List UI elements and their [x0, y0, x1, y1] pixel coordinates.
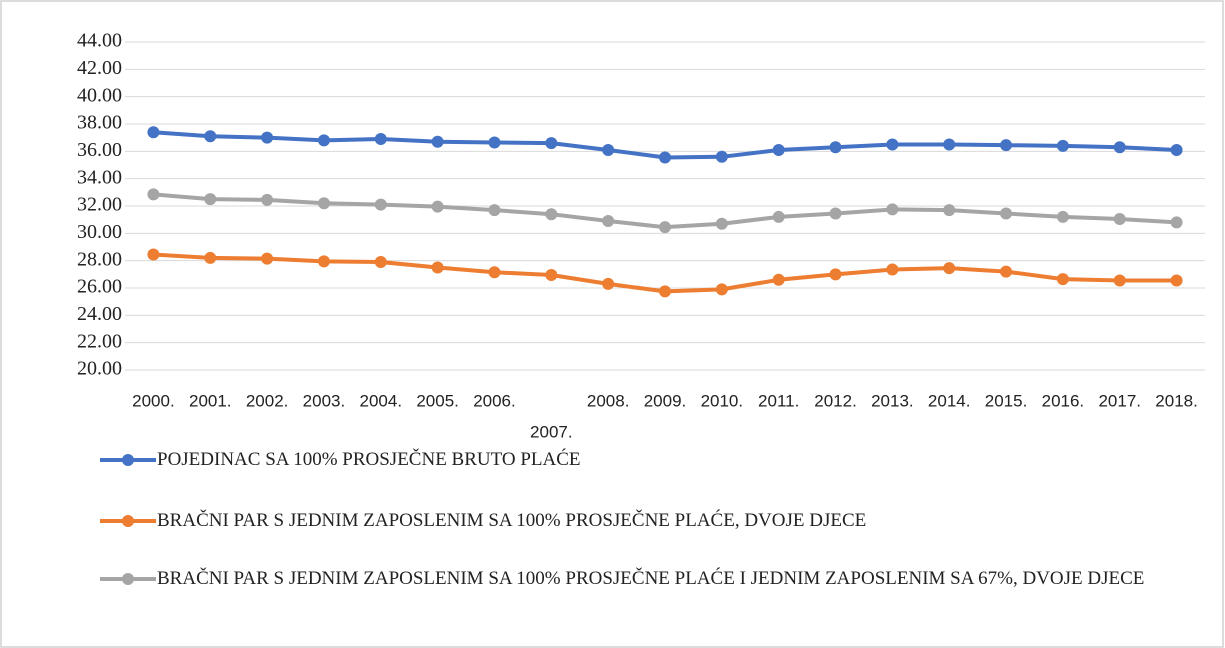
data-point — [602, 277, 615, 290]
data-point — [147, 126, 160, 139]
data-point — [317, 197, 330, 210]
y-tick-label: 36.00 — [77, 139, 122, 161]
y-tick-label: 20.00 — [77, 358, 122, 380]
data-point — [886, 263, 899, 276]
data-point — [261, 193, 274, 206]
y-tick-label: 40.00 — [77, 84, 122, 106]
data-point — [488, 266, 501, 279]
y-tick-label: 32.00 — [77, 194, 122, 216]
data-point — [715, 150, 728, 163]
x-tick-label: 2004. — [360, 391, 403, 410]
x-tick-label: 2015. — [985, 391, 1028, 410]
data-point — [1056, 273, 1069, 286]
legend-label: POJEDINAC SA 100% PROSJEČNE BRUTO PLAĆE — [157, 449, 581, 470]
data-point — [1000, 139, 1013, 152]
y-tick-label: 26.00 — [77, 276, 122, 298]
data-point — [715, 217, 728, 230]
data-point — [943, 204, 956, 217]
x-tick-label: 2010. — [701, 391, 744, 410]
y-tick-label: 42.00 — [77, 57, 122, 79]
data-point — [545, 269, 558, 282]
data-point — [772, 210, 785, 223]
data-point — [431, 200, 444, 213]
data-point — [715, 283, 728, 296]
y-tick-label: 30.00 — [77, 221, 122, 243]
data-point — [1170, 216, 1183, 229]
data-point — [659, 285, 671, 298]
y-tick-label: 34.00 — [77, 166, 122, 188]
data-point — [943, 262, 956, 275]
data-point — [659, 151, 671, 164]
data-point — [886, 138, 899, 151]
data-point — [261, 131, 274, 144]
data-point — [1056, 210, 1069, 223]
data-point — [1113, 274, 1126, 287]
data-point — [545, 137, 558, 150]
x-tick-label: 2003. — [303, 391, 346, 410]
data-point — [374, 198, 387, 211]
data-point — [374, 256, 387, 269]
x-tick-label: 2012. — [814, 391, 857, 410]
data-point — [602, 143, 615, 156]
data-point — [659, 221, 671, 234]
data-point — [1113, 212, 1126, 225]
data-point — [204, 251, 217, 264]
legend-label: BRAČNI PAR S JEDNIM ZAPOSLENIM SA 100% P… — [157, 568, 1145, 589]
data-point — [1170, 143, 1183, 156]
x-tick-label: 2011. — [758, 391, 799, 410]
x-tick-label: 2005. — [416, 391, 459, 410]
data-point — [147, 248, 160, 261]
data-point — [431, 135, 444, 148]
y-tick-label: 44.00 — [77, 30, 122, 52]
data-point — [317, 134, 330, 147]
x-tick-label: 2000. — [132, 391, 175, 410]
y-tick-label: 22.00 — [77, 330, 122, 352]
data-point — [829, 207, 842, 220]
data-point — [204, 193, 217, 206]
data-point — [602, 215, 615, 228]
data-point — [1170, 274, 1183, 287]
y-tick-label: 28.00 — [77, 248, 122, 270]
data-point — [431, 261, 444, 274]
data-point — [317, 255, 330, 268]
y-tick-label: 24.00 — [77, 303, 122, 325]
data-point — [829, 141, 842, 154]
legend-marker — [122, 573, 134, 585]
x-tick-label: 2007. — [530, 422, 573, 441]
data-point — [204, 130, 217, 143]
data-point — [1000, 265, 1013, 278]
x-tick-label: 2009. — [644, 391, 687, 410]
data-point — [261, 252, 274, 265]
x-tick-label: 2013. — [871, 391, 914, 410]
x-tick-label: 2001. — [189, 391, 232, 410]
data-point — [1000, 207, 1013, 220]
data-point — [1113, 141, 1126, 154]
x-tick-label: 2017. — [1098, 391, 1141, 410]
x-tick-label: 2014. — [928, 391, 971, 410]
data-point — [772, 143, 785, 156]
legend-marker — [122, 454, 134, 466]
data-point — [147, 188, 160, 201]
data-point — [1056, 139, 1069, 152]
x-tick-label: 2002. — [246, 391, 289, 410]
data-point — [545, 208, 558, 221]
legend-label: BRAČNI PAR S JEDNIM ZAPOSLENIM SA 100% P… — [157, 510, 867, 531]
x-tick-label: 2018. — [1155, 391, 1198, 410]
x-tick-label: 2008. — [587, 391, 630, 410]
data-point — [488, 204, 501, 217]
data-point — [943, 138, 956, 151]
data-point — [488, 136, 501, 149]
y-tick-label: 38.00 — [77, 112, 122, 134]
x-tick-label: 2006. — [473, 391, 516, 410]
x-tick-label: 2016. — [1042, 391, 1085, 410]
data-point — [886, 203, 899, 216]
data-point — [374, 133, 387, 146]
data-point — [829, 268, 842, 281]
data-point — [772, 273, 785, 286]
legend-marker — [122, 515, 134, 527]
